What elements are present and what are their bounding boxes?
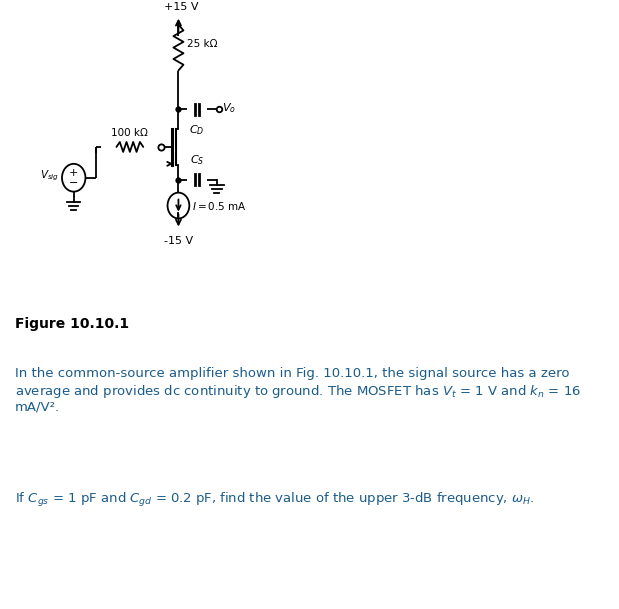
Text: If $C_{gs}$ = 1 pF and $C_{gd}$ = 0.2 pF, find the value of the upper 3-dB frequ: If $C_{gs}$ = 1 pF and $C_{gd}$ = 0.2 pF… [15, 491, 535, 509]
Text: In the common-source amplifier shown in Fig. 10.10.1, the signal source has a ze: In the common-source amplifier shown in … [15, 367, 569, 379]
Text: Figure 10.10.1: Figure 10.10.1 [15, 317, 129, 331]
Text: $V_o$: $V_o$ [222, 101, 236, 115]
Text: 25 kΩ: 25 kΩ [187, 38, 217, 49]
Text: +15 V: +15 V [163, 2, 198, 12]
Text: 100 kΩ: 100 kΩ [111, 128, 149, 138]
Text: $C_D$: $C_D$ [189, 123, 204, 137]
Text: −: − [69, 178, 79, 188]
Text: -15 V: -15 V [164, 236, 193, 247]
Text: $V_{sig}$: $V_{sig}$ [40, 169, 59, 183]
Text: mA/V².: mA/V². [15, 400, 60, 414]
Text: $C_S$: $C_S$ [189, 153, 204, 167]
Text: $I = 0.5$ mA: $I = 0.5$ mA [192, 200, 246, 211]
Text: average and provides dc continuity to ground. The MOSFET has $V_t$ = 1 V and $k_: average and provides dc continuity to gr… [15, 384, 581, 401]
Text: +: + [69, 167, 79, 178]
